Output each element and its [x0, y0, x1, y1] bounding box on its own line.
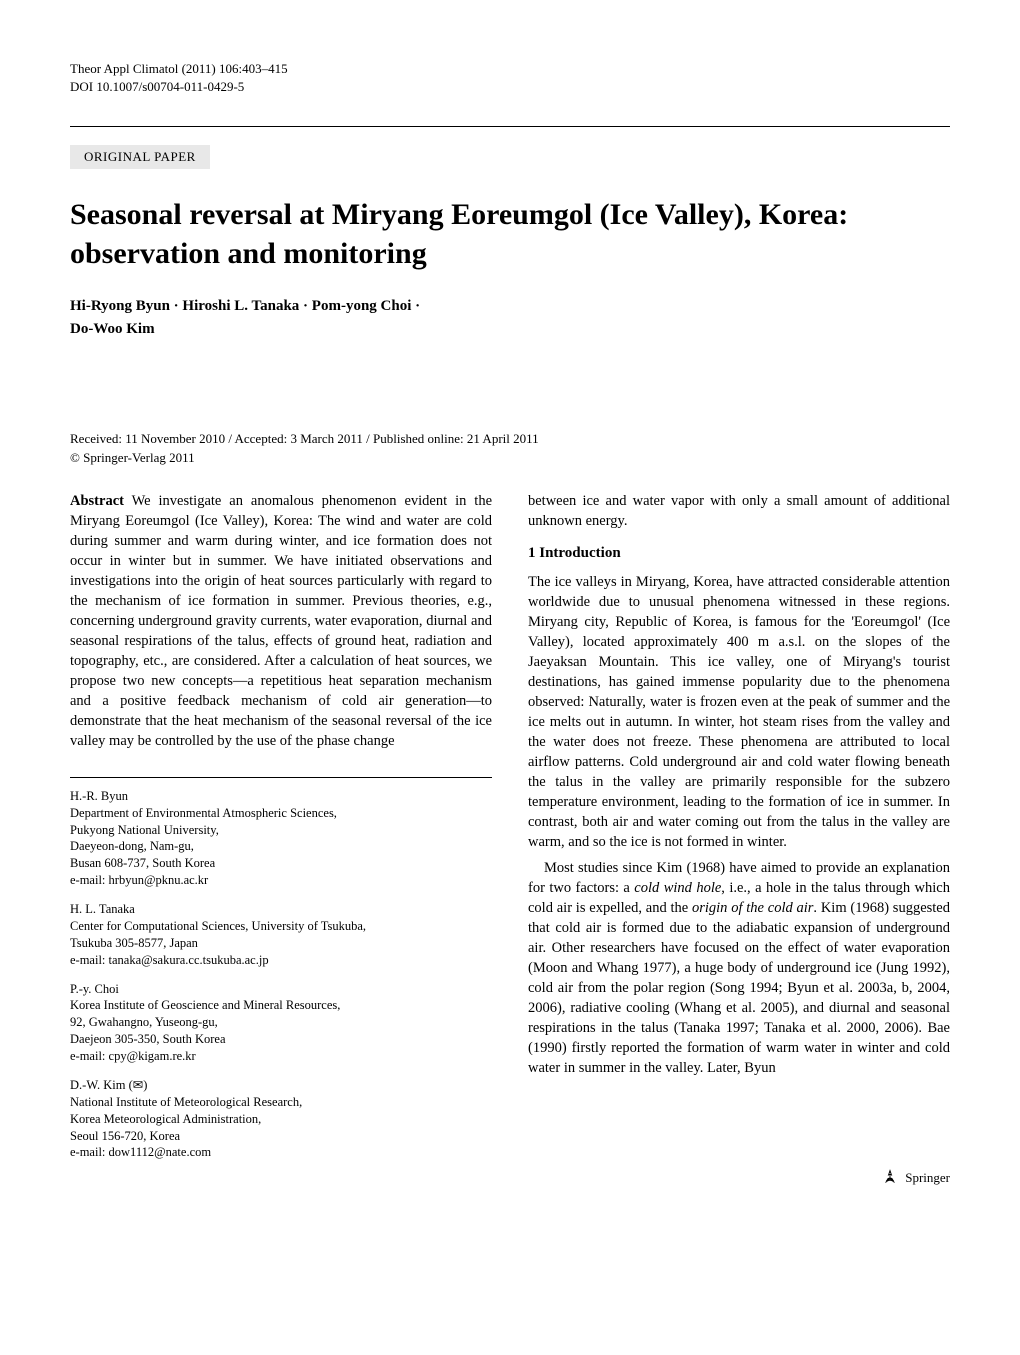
affiliation-line: Pukyong National University,: [70, 822, 492, 839]
affiliation-name: H.-R. Byun: [70, 788, 492, 805]
affiliation-line: Seoul 156-720, Korea: [70, 1128, 492, 1145]
affiliation-name: D.-W. Kim (✉): [70, 1077, 492, 1094]
authors-line-1: Hi-Ryong Byun · Hiroshi L. Tanaka · Pom-…: [70, 295, 950, 318]
affiliation-line: Daeyeon-dong, Nam-gu,: [70, 838, 492, 855]
affiliation-name: P.-y. Choi: [70, 981, 492, 998]
affiliation-block: D.-W. Kim (✉)National Institute of Meteo…: [70, 1077, 492, 1161]
affiliation-line: Daejeon 305-350, South Korea: [70, 1031, 492, 1048]
section-1-heading: 1 Introduction: [528, 545, 950, 562]
affiliation-block: P.-y. ChoiKorea Institute of Geoscience …: [70, 981, 492, 1065]
affiliation-line: Korea Meteorological Administration,: [70, 1111, 492, 1128]
running-head: Theor Appl Climatol (2011) 106:403–415 D…: [70, 60, 950, 96]
pub-dates: Received: 11 November 2010 / Accepted: 3…: [70, 430, 950, 448]
affiliation-line: National Institute of Meteorological Res…: [70, 1094, 492, 1111]
authors-line-2: Do-Woo Kim: [70, 318, 950, 341]
publication-info: Received: 11 November 2010 / Accepted: 3…: [70, 430, 950, 466]
footer-publisher: Springer: [881, 1169, 950, 1187]
affiliations-container: H.-R. ByunDepartment of Environmental At…: [70, 788, 492, 1162]
affiliation-separator: [70, 777, 492, 778]
two-column-layout: Abstract We investigate an anomalous phe…: [70, 491, 950, 1174]
affiliation-email: e-mail: tanaka@sakura.cc.tsukuba.ac.jp: [70, 952, 492, 969]
abstract-label: Abstract: [70, 493, 124, 509]
authors-block: Hi-Ryong Byun · Hiroshi L. Tanaka · Pom-…: [70, 295, 950, 340]
intro-p2-part3: . Kim (1968) suggested that cold air is …: [528, 900, 950, 1076]
abstract-text: We investigate an anomalous phenomenon e…: [70, 493, 492, 749]
affiliation-name: H. L. Tanaka: [70, 901, 492, 918]
springer-icon: [881, 1169, 899, 1187]
affiliation-line: Busan 608-737, South Korea: [70, 855, 492, 872]
affiliation-email: e-mail: dow1112@nate.com: [70, 1144, 492, 1161]
affiliation-line: Korea Institute of Geoscience and Minera…: [70, 997, 492, 1014]
affiliation-line: 92, Gwahangno, Yuseong-gu,: [70, 1014, 492, 1031]
intro-p2-italic2: origin of the cold air: [692, 900, 813, 916]
journal-line: Theor Appl Climatol (2011) 106:403–415: [70, 60, 950, 78]
doi-line: DOI 10.1007/s00704-011-0429-5: [70, 78, 950, 96]
affiliation-line: Tsukuba 305-8577, Japan: [70, 935, 492, 952]
affiliation-block: H.-R. ByunDepartment of Environmental At…: [70, 788, 492, 889]
intro-paragraph-1: The ice valleys in Miryang, Korea, have …: [528, 572, 950, 852]
article-category: ORIGINAL PAPER: [70, 145, 210, 169]
intro-p2-italic1: cold wind hole: [634, 880, 721, 896]
footer-text: Springer: [905, 1170, 950, 1186]
abstract-continuation: between ice and water vapor with only a …: [528, 491, 950, 531]
affiliation-email: e-mail: cpy@kigam.re.kr: [70, 1048, 492, 1065]
rule-top: [70, 126, 950, 127]
affiliation-email: e-mail: hrbyun@pknu.ac.kr: [70, 872, 492, 889]
affiliation-line: Center for Computational Sciences, Unive…: [70, 918, 492, 935]
affiliation-block: H. L. TanakaCenter for Computational Sci…: [70, 901, 492, 969]
abstract-paragraph: Abstract We investigate an anomalous phe…: [70, 491, 492, 751]
intro-paragraph-2: Most studies since Kim (1968) have aimed…: [528, 858, 950, 1078]
article-title: Seasonal reversal at Miryang Eoreumgol (…: [70, 195, 950, 273]
column-left: Abstract We investigate an anomalous phe…: [70, 491, 492, 1174]
affiliation-line: Department of Environmental Atmospheric …: [70, 805, 492, 822]
pub-copyright: © Springer-Verlag 2011: [70, 449, 950, 467]
column-right: between ice and water vapor with only a …: [528, 491, 950, 1174]
